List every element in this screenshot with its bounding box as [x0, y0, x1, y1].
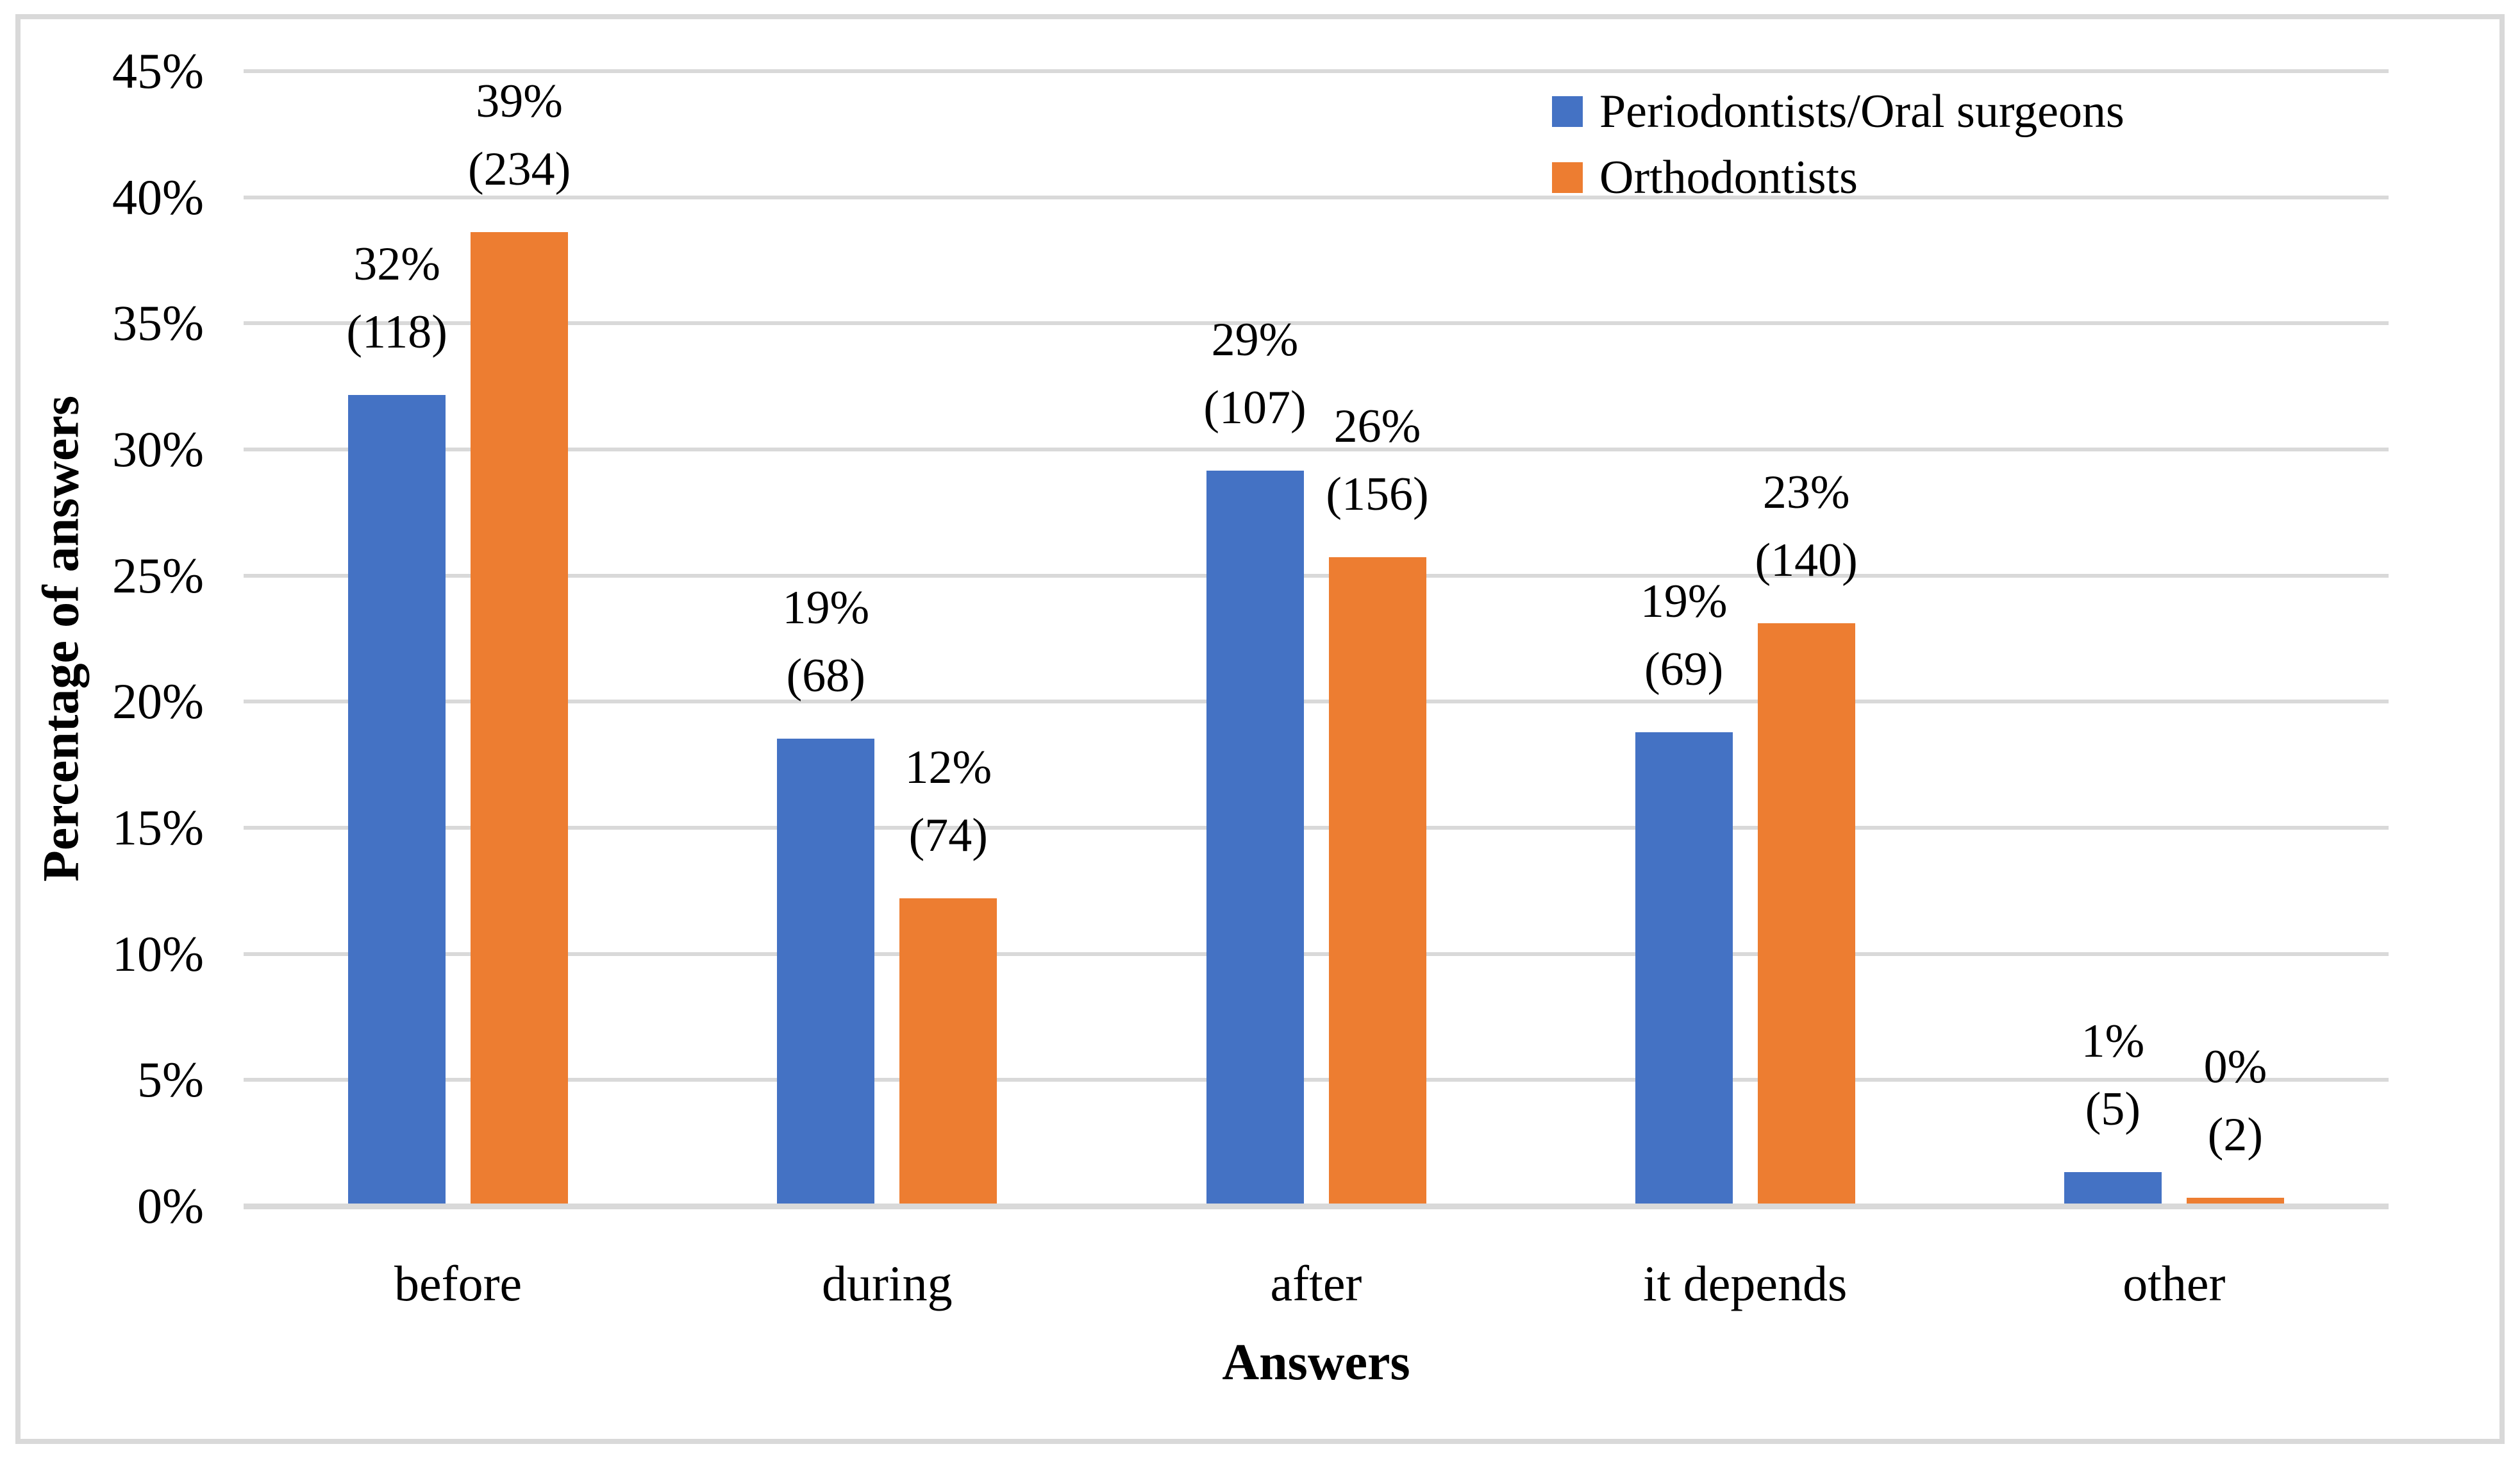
bar-label-count: (156)	[1326, 467, 1429, 521]
y-axis-tick-label: 35%	[112, 295, 204, 351]
bar-data-label: 19% (68)	[685, 574, 967, 710]
x-category-label: during	[821, 1255, 953, 1311]
x-axis-baseline	[244, 1204, 2389, 1209]
bar-label-count: (69)	[1644, 642, 1724, 696]
legend-swatch-icon	[1552, 162, 1583, 193]
bar-data-label: 0% (2)	[2094, 1033, 2376, 1169]
bar-periodontists-it-depends	[1635, 732, 1733, 1204]
gridline	[244, 195, 2389, 199]
bar-label-percent: 26%	[1333, 399, 1421, 453]
x-category-label: before	[394, 1255, 522, 1311]
bar-data-label: 29% (107)	[1114, 306, 1396, 442]
gridline	[244, 952, 2389, 956]
bar-label-count: (140)	[1755, 534, 1858, 587]
bar-orthodontists-it-depends	[1757, 623, 1855, 1204]
bar-data-label: 12% (74)	[807, 734, 1089, 869]
y-axis-tick-label: 5%	[137, 1052, 204, 1108]
bar-label-count: (118)	[346, 306, 447, 359]
x-axis-title: Answers	[1222, 1334, 1410, 1391]
legend-swatch-icon	[1552, 96, 1583, 127]
bar-label-percent: 39%	[476, 75, 563, 128]
y-axis-tick-label: 30%	[112, 421, 204, 477]
legend-item: Orthodontists	[1552, 151, 2124, 204]
x-category-label: after	[1270, 1255, 1362, 1311]
bar-data-label: 19% (69)	[1543, 567, 1825, 703]
y-axis-tick-label: 15%	[112, 800, 204, 855]
legend: Periodontists/Oral surgeons Orthodontists	[1552, 85, 2124, 228]
bar-label-count: (68)	[786, 650, 865, 703]
y-axis-tick-label: 45%	[112, 43, 204, 99]
bar-label-count: (5)	[2085, 1082, 2141, 1136]
gridline	[244, 448, 2389, 451]
bar-label-percent: 29%	[1211, 314, 1299, 367]
y-axis-tick-label: 0%	[137, 1178, 204, 1234]
legend-item: Periodontists/Oral surgeons	[1552, 85, 2124, 138]
bar-label-count: (234)	[467, 143, 571, 196]
y-axis-tick-label: 10%	[112, 925, 204, 982]
bar-orthodontists-after	[1328, 557, 1426, 1204]
legend-item-label: Periodontists/Oral surgeons	[1599, 85, 2124, 138]
gridline	[244, 700, 2389, 704]
bar-label-percent: 23%	[1762, 466, 1850, 519]
bar-orthodontists-before	[471, 232, 569, 1204]
bar-periodontists-other	[2064, 1171, 2162, 1204]
x-category-label: other	[2123, 1255, 2226, 1311]
bar-orthodontists-during	[899, 898, 997, 1204]
bar-label-percent: 32%	[353, 238, 440, 291]
bar-label-count: (74)	[908, 809, 988, 862]
y-axis-tick-label: 20%	[112, 673, 204, 730]
bar-label-percent: 1%	[2081, 1014, 2145, 1068]
bar-periodontists-before	[348, 395, 446, 1204]
gridline	[244, 826, 2389, 830]
bar-label-percent: 0%	[2203, 1041, 2267, 1094]
bar-orthodontists-other	[2186, 1198, 2284, 1204]
y-axis-title: Percentage of answers	[33, 395, 90, 882]
bar-data-label: 39% (234)	[378, 67, 660, 203]
bar-label-count: (2)	[2207, 1109, 2264, 1162]
y-axis-tick-label: 40%	[112, 169, 204, 225]
bar-label-count: (107)	[1203, 382, 1306, 435]
gridline	[244, 1078, 2389, 1082]
bar-label-percent: 19%	[782, 582, 870, 635]
legend-item-label: Orthodontists	[1599, 151, 1858, 204]
bar-data-label: 23% (140)	[1665, 458, 1948, 594]
bar-periodontists-after	[1206, 471, 1304, 1204]
bar-data-label: 32% (118)	[256, 230, 538, 366]
bar-label-percent: 19%	[1640, 575, 1728, 628]
bar-data-label: 1% (5)	[1972, 1007, 2254, 1143]
gridline	[244, 573, 2389, 578]
gridline	[244, 321, 2389, 326]
bar-label-percent: 12%	[905, 741, 992, 794]
gridline	[244, 69, 2389, 73]
bar-data-label: 26% (156)	[1237, 392, 1519, 528]
bar-periodontists-during	[777, 739, 875, 1204]
x-category-label: it depends	[1642, 1255, 1848, 1311]
y-axis-tick-label: 25%	[112, 547, 204, 603]
